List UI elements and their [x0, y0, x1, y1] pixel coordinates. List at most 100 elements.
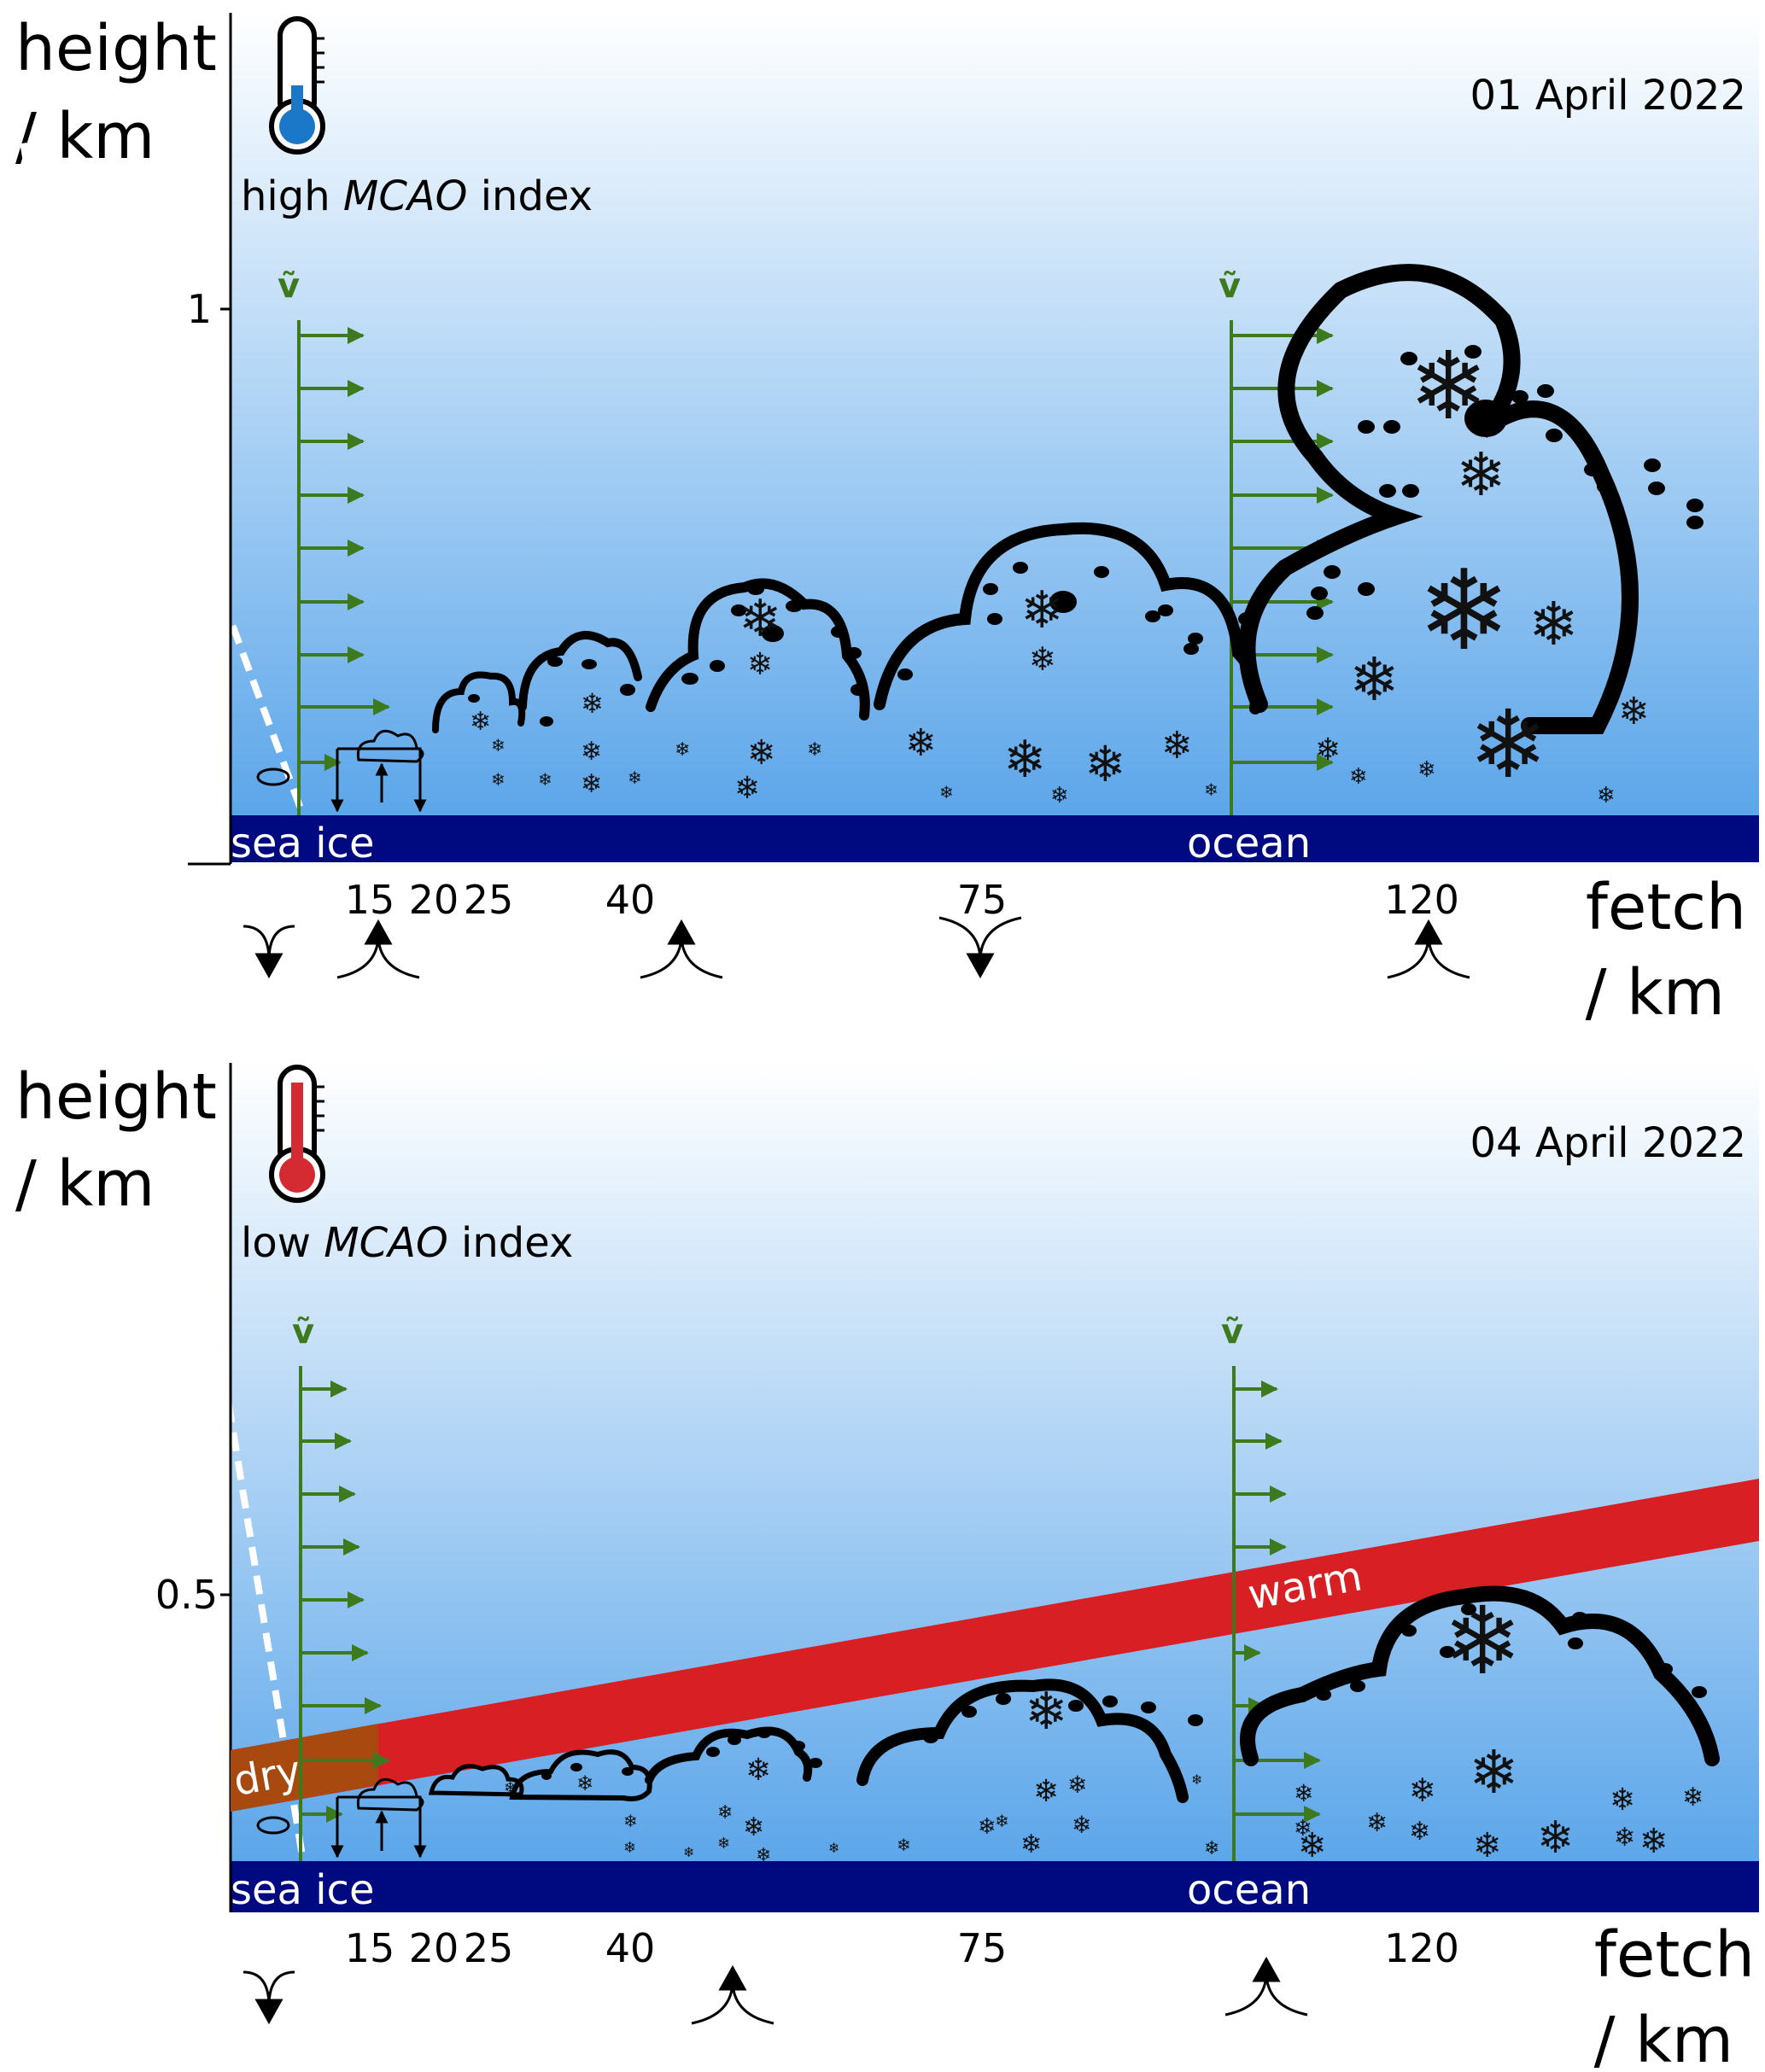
- svg-text:❄: ❄: [1204, 1838, 1219, 1859]
- warm-layer-band: [231, 1479, 1759, 1812]
- wind-profile-sea-ice: ṽ: [278, 266, 390, 815]
- svg-text:❄: ❄: [628, 768, 642, 788]
- svg-text:❄: ❄: [623, 1839, 636, 1857]
- date-label: 01 April 2022: [1470, 72, 1746, 120]
- svg-text:❄: ❄: [897, 1835, 911, 1855]
- svg-text:❄: ❄: [734, 771, 760, 806]
- svg-text:ṽ: ṽ: [1219, 266, 1241, 306]
- svg-text:❄: ❄: [978, 1814, 996, 1840]
- x-tick-label: 120: [1384, 1925, 1459, 1971]
- svg-text:❄: ❄: [1469, 690, 1547, 799]
- svg-text:❄: ❄: [1020, 581, 1063, 640]
- svg-text:❄: ❄: [1020, 1830, 1042, 1859]
- svg-text:❄: ❄: [1294, 1816, 1312, 1841]
- sea-ice-edge: [0, 0, 307, 1862]
- svg-text:❄: ❄: [1409, 1817, 1430, 1847]
- convergence-symbol: [336, 919, 420, 979]
- svg-text:❄: ❄: [504, 1779, 517, 1797]
- svg-text:❄: ❄: [717, 1835, 730, 1853]
- y-axis-label-line1: height: [15, 1060, 217, 1134]
- y-axis-label-line1: height: [15, 12, 217, 85]
- svg-text:ṽ: ṽ: [1221, 1312, 1243, 1351]
- svg-text:❄: ❄: [1204, 779, 1219, 800]
- x-tick-label: 40: [605, 1925, 656, 1971]
- svg-text:❄: ❄: [683, 1844, 694, 1860]
- x-tick-label: 25: [464, 1925, 514, 1971]
- svg-text:❄: ❄: [1409, 1771, 1436, 1809]
- svg-text:❄: ❄: [1639, 1822, 1669, 1861]
- mcao-index-label: low MCAO index: [241, 1219, 573, 1267]
- x-tick-label: 120: [1384, 877, 1459, 923]
- svg-text:❄: ❄: [1528, 589, 1579, 659]
- x-tick-label: 20: [409, 877, 459, 923]
- svg-text:❄: ❄: [1072, 1811, 1091, 1839]
- svg-text:❄: ❄: [1682, 1783, 1704, 1812]
- wind-profile-ocean: ṽ: [1221, 1312, 1321, 1861]
- svg-text:❄: ❄: [1298, 1826, 1327, 1865]
- svg-text:❄: ❄: [747, 733, 776, 773]
- svg-text:❄: ❄: [538, 769, 552, 790]
- svg-text:ṽ: ṽ: [292, 1312, 314, 1351]
- svg-text:❄: ❄: [1003, 730, 1046, 790]
- svg-text:❄: ❄: [576, 1771, 593, 1795]
- small-convective-cell: [256, 729, 427, 813]
- svg-text:❄: ❄: [1161, 724, 1193, 768]
- x-axis-label-line1: fetch: [1594, 1918, 1755, 1992]
- thermometer-warm-icon: [269, 1065, 325, 1203]
- svg-text:❄: ❄: [1610, 1783, 1635, 1818]
- svg-text:❄: ❄: [828, 1840, 839, 1856]
- convergence-symbol: [640, 919, 723, 979]
- svg-text:❄: ❄: [581, 737, 602, 767]
- surface-label-sea-ice: sea ice: [231, 820, 374, 867]
- convergence-symbol: [1387, 919, 1470, 979]
- svg-text:❄: ❄: [905, 721, 937, 765]
- svg-text:❄: ❄: [675, 739, 690, 761]
- svg-text:❄: ❄: [581, 687, 604, 720]
- y-tick-label: 1: [187, 286, 212, 332]
- x-tick-label: 75: [957, 877, 1008, 923]
- x-tick-label: 20: [409, 1925, 459, 1971]
- convergence-symbol: [1224, 1956, 1308, 2017]
- y-axis-label-line2: / km: [15, 100, 155, 173]
- cloud-particles-top: [468, 345, 1704, 727]
- svg-text:❄: ❄: [1366, 1808, 1388, 1838]
- svg-text:❄: ❄: [1473, 1826, 1502, 1865]
- panel-top: height / km 1 01 April 2022 high MCAO in…: [0, 0, 1759, 1030]
- svg-text:❄: ❄: [581, 769, 602, 799]
- svg-text:❄: ❄: [1294, 1779, 1313, 1807]
- x-tick-label: 25: [464, 877, 514, 923]
- svg-text:❄: ❄: [1443, 1586, 1522, 1696]
- divergence-symbol: [243, 925, 295, 979]
- x-tick-label: 15: [345, 877, 395, 923]
- small-convective-cell: [256, 1777, 427, 1859]
- date-label: 04 April 2022: [1470, 1119, 1746, 1167]
- thermometer-cold-icon: [269, 16, 325, 155]
- svg-text:❄: ❄: [491, 735, 506, 756]
- svg-text:❄: ❄: [739, 589, 781, 649]
- svg-text:❄: ❄: [807, 739, 822, 761]
- svg-text:❄: ❄: [1315, 732, 1341, 768]
- divergence-symbol: [938, 916, 1022, 979]
- svg-text:❄: ❄: [1349, 645, 1400, 715]
- x-axis-label-line1: fetch: [1586, 871, 1746, 944]
- snowflakes-top: ❄❄ ❄❄ ❄❄ ❄❄ ❄ ❄ ❄❄ ❄❄ ❄ ❄ ❄ ❄ ❄❄ ❄ ❄ ❄❄ ❄ ❄ ❄…: [470, 331, 1650, 808]
- svg-text:❄: ❄: [1029, 640, 1056, 678]
- svg-text:❄: ❄: [1417, 546, 1511, 675]
- x-tick-label: 40: [605, 877, 656, 923]
- svg-text:❄: ❄: [470, 707, 491, 737]
- surface-label-sea-ice: sea ice: [231, 1866, 374, 1914]
- divergence-symbol: [243, 1970, 295, 2025]
- dry-layer-label: dry: [230, 1747, 304, 1806]
- svg-text:❄: ❄: [623, 1811, 638, 1831]
- cloud-particles-bottom: [541, 1603, 1707, 1780]
- snowflakes-bottom: ❄ ❄ ❄❄ ❄❄ ❄❄ ❄ ❄ ❄❄ ❄ ❄ ❄❄ ❄❄ ❄ ❄ ❄❄ ❄❄ ❄❄ ❄…: [504, 1586, 1704, 1866]
- svg-text:❄: ❄: [717, 1802, 733, 1824]
- svg-text:❄: ❄: [1469, 1737, 1519, 1807]
- svg-text:❄: ❄: [1409, 331, 1487, 441]
- svg-text:❄: ❄: [1033, 1774, 1059, 1809]
- svg-text:❄: ❄: [743, 1812, 764, 1842]
- svg-text:❄: ❄: [1084, 735, 1126, 793]
- svg-text:❄: ❄: [745, 1753, 771, 1788]
- svg-text:❄: ❄: [1417, 757, 1436, 783]
